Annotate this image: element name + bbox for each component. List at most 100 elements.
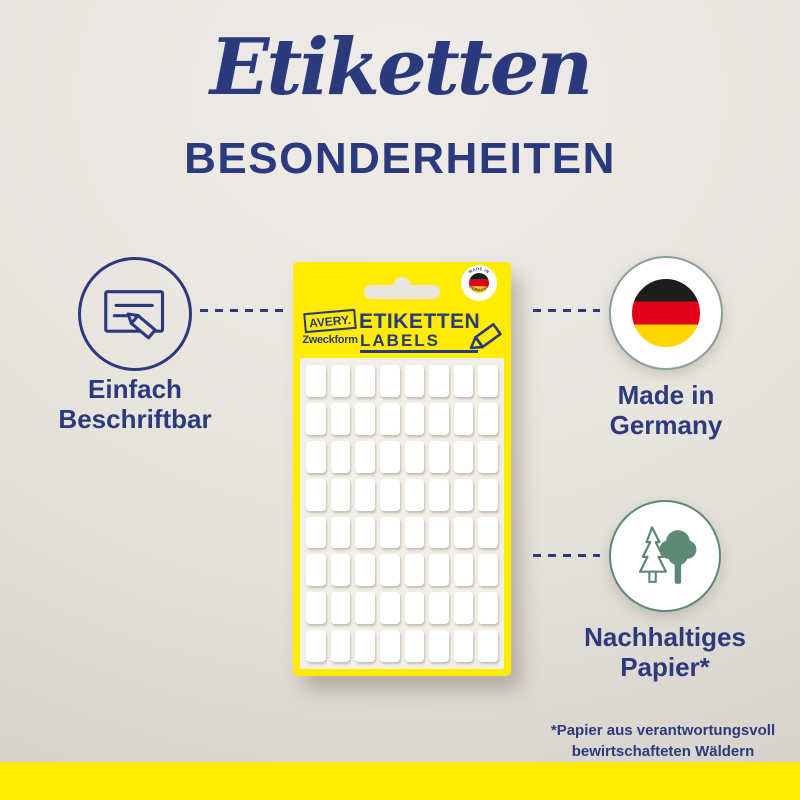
label-cell: [404, 440, 425, 473]
label-cell: [355, 478, 375, 511]
label-cell: [453, 365, 474, 397]
origin-label-line1: Made in: [617, 380, 715, 410]
label-cell: [429, 516, 449, 549]
label-pencil-icon: [104, 290, 165, 340]
label-cell: [478, 630, 498, 662]
writable-feature-circle: [78, 257, 192, 371]
paper-feature-label: Nachhaltiges Papier*: [535, 622, 795, 682]
label-cell: [306, 630, 326, 662]
label-grid: [300, 358, 504, 669]
label-cell: [306, 365, 326, 397]
label-cell: [330, 402, 351, 435]
writable-label-line2: Beschriftbar: [58, 404, 212, 435]
origin-feature-label: Made in Germany: [546, 380, 786, 440]
label-cell: [478, 365, 498, 397]
germany-flag-icon: [632, 279, 700, 347]
connector-dashed-line-left: [200, 309, 286, 312]
label-cell: [453, 516, 474, 549]
label-cell: [355, 630, 375, 662]
label-cell: [355, 402, 375, 435]
label-cell: [306, 516, 326, 549]
label-cell: [355, 592, 375, 625]
label-cell: [478, 478, 498, 511]
label-sheet: [300, 358, 504, 669]
label-cell: [379, 554, 400, 587]
connector-dashed-line-right-top: [533, 309, 600, 312]
trees-icon: [638, 526, 697, 584]
label-cell: [355, 516, 375, 549]
label-cell: [429, 630, 449, 662]
paper-label-line1: Nachhaltiges: [584, 622, 746, 652]
label-cell: [404, 402, 425, 435]
brand-name: AVERY.: [309, 313, 352, 331]
label-cell: [379, 478, 400, 511]
origin-feature-circle: [609, 256, 723, 370]
writable-label-line1: Einfach: [88, 374, 182, 404]
label-cell: [330, 554, 351, 587]
label-cell: [478, 516, 498, 549]
label-cell: [478, 440, 498, 473]
label-cell: [355, 554, 375, 587]
label-cell: [404, 478, 425, 511]
svg-text:MADE IN: MADE IN: [468, 266, 491, 274]
label-cell: [330, 592, 351, 625]
label-cell: [429, 478, 449, 511]
label-cell: [379, 516, 400, 549]
writable-feature-label: Einfach Beschriftbar: [15, 374, 255, 434]
badge-text-bottom: GERMANY: [468, 284, 489, 293]
pencil-icon: [469, 323, 502, 350]
label-cell: [429, 365, 449, 397]
product-package: MADE IN GERMANY AVERY. Zweckform ETIKETT…: [293, 262, 511, 676]
label-cell: [478, 554, 498, 587]
label-cell: [306, 478, 326, 511]
origin-label-line2: Germany: [609, 410, 723, 441]
label-cell: [404, 630, 425, 662]
label-cell: [453, 630, 474, 662]
connector-dashed-line-right-bottom: [533, 554, 600, 557]
label-cell: [355, 365, 375, 397]
label-cell: [306, 554, 326, 587]
made-in-germany-badge: MADE IN GERMANY: [461, 265, 497, 301]
label-cell: [404, 365, 425, 397]
page-subtitle: BESONDERHEITEN: [184, 134, 616, 183]
package-underline: [360, 350, 478, 353]
bottom-accent-bar: [0, 762, 800, 800]
label-cell: [429, 402, 449, 435]
footnote-line1: *Papier aus verantwortungsvoll: [550, 722, 776, 739]
label-cell: [453, 402, 474, 435]
label-cell: [453, 478, 474, 511]
label-cell: [404, 554, 425, 587]
label-cell: [379, 402, 400, 435]
footnote: *Papier aus verantwortungsvoll bewirtsch…: [532, 720, 794, 762]
label-cell: [379, 365, 400, 397]
label-cell: [355, 440, 375, 473]
paper-feature-circle: [609, 500, 721, 612]
label-cell: [330, 630, 351, 662]
euro-slot-cutout: [364, 277, 440, 299]
svg-text:GERMANY: GERMANY: [468, 284, 490, 293]
label-cell: [404, 516, 425, 549]
package-product-subtitle: LABELS: [360, 331, 440, 350]
label-cell: [429, 554, 449, 587]
label-cell: [330, 440, 351, 473]
label-cell: [478, 592, 498, 625]
label-cell: [478, 402, 498, 435]
label-cell: [453, 592, 474, 625]
badge-text-top: MADE IN: [468, 266, 490, 274]
page-title: Etiketten: [209, 22, 593, 113]
label-cell: [404, 592, 425, 625]
package-product-title: ETIKETTEN: [359, 310, 481, 333]
brand-subname: Zweckform: [302, 334, 358, 346]
label-cell: [453, 440, 474, 473]
label-cell: [330, 478, 351, 511]
label-cell: [330, 365, 351, 397]
label-cell: [306, 402, 326, 435]
label-cell: [453, 554, 474, 587]
label-cell: [379, 630, 400, 662]
label-cell: [379, 440, 400, 473]
paper-label-line2: Papier*: [620, 652, 710, 683]
label-cell: [379, 592, 400, 625]
footnote-line2: bewirtschafteten Wäldern: [571, 743, 755, 760]
label-cell: [429, 440, 449, 473]
